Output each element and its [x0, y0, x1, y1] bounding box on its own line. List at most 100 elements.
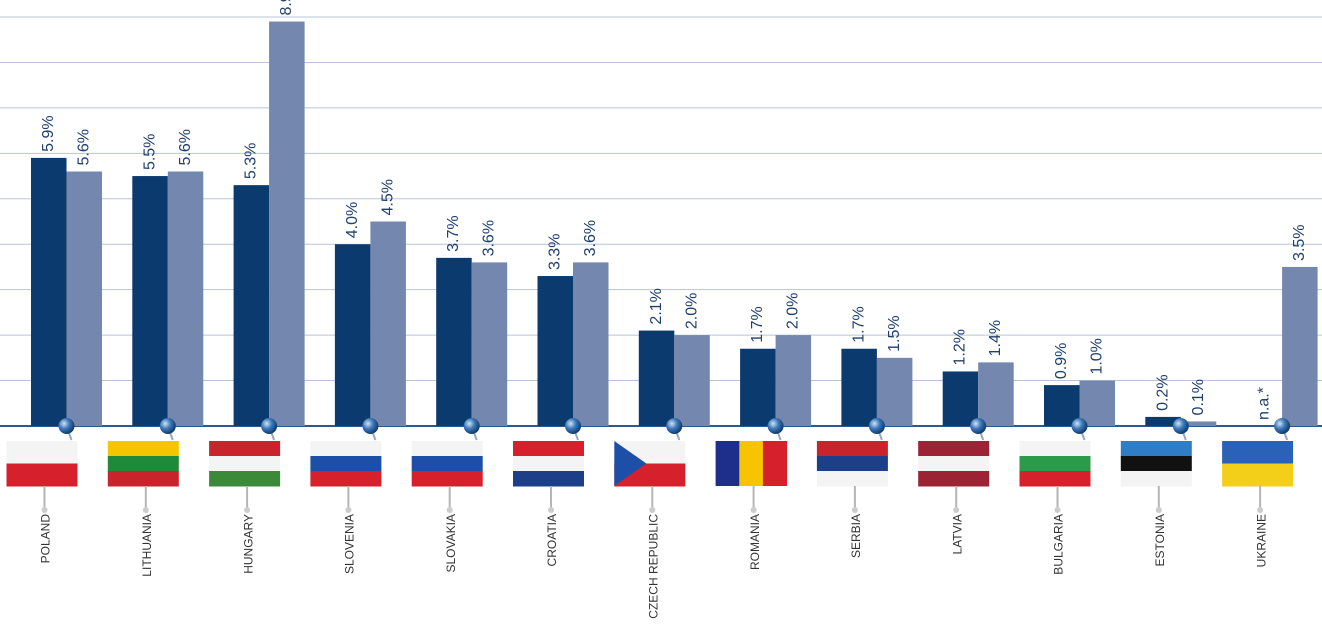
flag-stripe [107, 441, 179, 457]
pin-head [868, 418, 885, 434]
flag-stripe [918, 471, 990, 487]
flag-stripe [1019, 471, 1091, 487]
pin-head [750, 507, 757, 513]
flag-stripe [411, 471, 483, 487]
flag-triangle [614, 441, 647, 486]
bar [537, 276, 573, 426]
x-tick-label: UKRAINE [1254, 514, 1268, 567]
pin-head [767, 418, 784, 434]
flag-stripe [6, 463, 78, 487]
value-label: 5.9% [40, 115, 57, 151]
flag-stripe [6, 441, 78, 464]
flag-stripe [310, 471, 382, 487]
bar [132, 176, 168, 426]
flag-stripe [1019, 456, 1091, 472]
bar [269, 21, 305, 427]
flag-stripe [513, 441, 584, 457]
value-label: 3.5% [1291, 224, 1308, 260]
bar [471, 262, 508, 426]
bar [573, 262, 609, 426]
flag-stripe [816, 471, 888, 487]
pin-head [970, 418, 987, 434]
x-tick-label: ESTONIA [1153, 514, 1167, 566]
flag-stripe [739, 441, 764, 486]
bar [775, 335, 812, 426]
flag-stripe [310, 456, 382, 472]
flag-stripe [918, 456, 990, 472]
pin-head [261, 418, 278, 434]
pin-head [1257, 507, 1264, 513]
value-label: 4.5% [379, 179, 396, 215]
bar [334, 244, 371, 426]
x-tick-label: POLAND [39, 514, 53, 564]
bar [233, 185, 270, 426]
bar [740, 348, 776, 426]
value-label: 3.6% [582, 220, 599, 256]
x-tick-label: ROMANIA [748, 514, 762, 570]
bar [841, 348, 877, 426]
bar [1044, 385, 1080, 426]
bar [1145, 416, 1181, 426]
x-tick-label: LATVIA [950, 514, 964, 554]
flag-stripe [1120, 456, 1192, 472]
pin-head [565, 418, 581, 434]
x-tick-label: CZECH REPUBLIC [646, 514, 660, 619]
bar [1282, 266, 1318, 426]
pin-head [1054, 507, 1061, 513]
value-label: 4.0% [344, 202, 361, 238]
pin-head [58, 418, 75, 434]
value-label: 1.2% [952, 329, 969, 365]
flag-stripe [411, 441, 483, 457]
value-label: 8.9% [278, 0, 295, 16]
flag-stripe [1019, 441, 1091, 457]
flag-stripe [816, 441, 888, 457]
flag-stripe [513, 456, 584, 472]
flag-stripe [1222, 463, 1294, 487]
value-label: 1.7% [850, 306, 867, 342]
bar [674, 335, 710, 426]
value-label: 1.4% [987, 320, 1004, 356]
pin-head [851, 507, 858, 513]
pin-head [1155, 507, 1162, 513]
pin-head [41, 507, 48, 513]
flag-stripe [1120, 441, 1192, 457]
flag-stripe [715, 441, 740, 486]
value-label: 2.0% [683, 293, 700, 329]
value-label: 2.1% [648, 288, 665, 324]
flag-stripe [1120, 471, 1192, 487]
bar [167, 171, 204, 426]
value-label: 3.3% [546, 234, 563, 270]
bar [942, 371, 979, 426]
flag-stripe [918, 441, 990, 457]
flag-stripe [411, 456, 483, 472]
value-label: 2.0% [785, 293, 802, 329]
pin-head [953, 507, 960, 513]
bar [638, 330, 675, 426]
value-label: 5.6% [177, 129, 194, 165]
bar [436, 257, 472, 426]
pin-head [159, 418, 176, 434]
bar [978, 362, 1014, 426]
bar [370, 221, 406, 426]
pin-head [1274, 418, 1291, 434]
bar [876, 357, 913, 426]
pin-head [548, 507, 554, 513]
flag-stripe [310, 441, 382, 457]
flag-stripe [209, 441, 281, 457]
value-label: 3.6% [481, 220, 498, 256]
value-label: 1.5% [886, 315, 903, 351]
value-label: n.a.* [1256, 387, 1273, 420]
flag-stripe [816, 456, 888, 472]
x-tick-label: HUNGARY [241, 514, 255, 574]
bar [1079, 380, 1115, 426]
pin-head [1172, 418, 1189, 434]
pin-head [666, 418, 683, 434]
pin-head [649, 507, 656, 513]
flag-stripe [107, 456, 179, 472]
pin-head [142, 507, 149, 513]
value-label: 1.7% [749, 306, 766, 342]
value-label: 0.1% [1190, 379, 1207, 415]
flag-stripe [209, 456, 281, 472]
bar [1180, 421, 1217, 426]
